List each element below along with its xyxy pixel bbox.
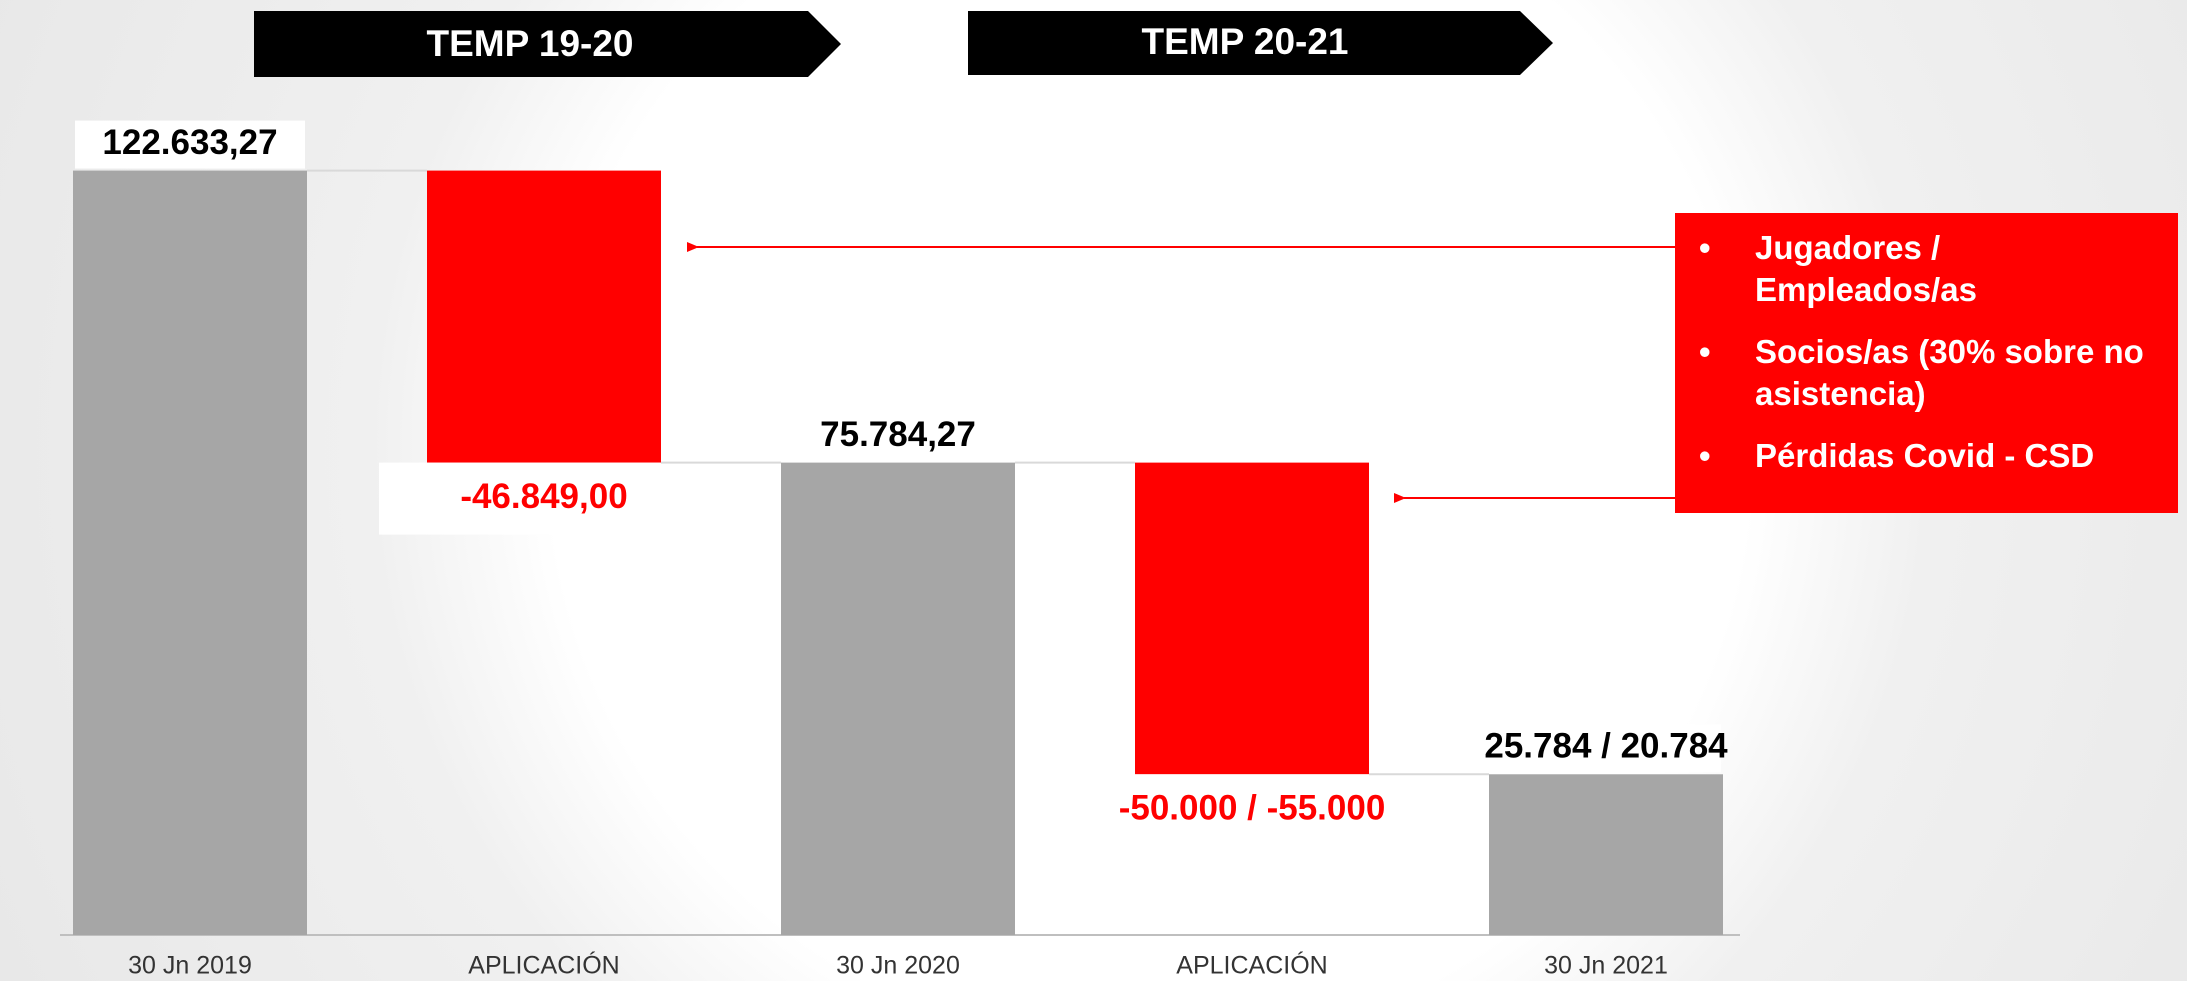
season-label: TEMP 20-21 <box>1141 21 1348 62</box>
callout-item: Socios/as (30% sobre no asistencia) <box>1699 331 2158 415</box>
bar <box>781 462 1015 935</box>
season-label: TEMP 19-20 <box>426 23 633 64</box>
bar <box>1135 462 1369 775</box>
label-bg <box>783 412 1013 461</box>
x-tick-label: 30 Jn 2020 <box>836 952 960 980</box>
bar <box>73 170 307 936</box>
callout-item: Jugadores / Empleados/as <box>1699 227 2158 311</box>
marks: 30 Jn 2019 122.633,27 APLICACIÓN -46.849,00… <box>73 120 1728 980</box>
season-arrow <box>254 11 841 77</box>
value-label: 25.784 / 20.784 <box>1484 727 1728 766</box>
value-label: -46.849,00 <box>460 477 627 516</box>
value-label: 75.784,27 <box>820 415 976 454</box>
season-arrow <box>968 11 1553 75</box>
x-tick-label: 30 Jn 2019 <box>128 952 252 980</box>
label-bg <box>1087 774 1417 847</box>
callout-list: Jugadores / Empleados/as Socios/as (30% … <box>1675 227 2158 477</box>
bar <box>427 170 661 463</box>
label-bg <box>1491 724 1721 773</box>
bar <box>1489 774 1723 935</box>
value-label: 122.633,27 <box>102 123 277 162</box>
x-tick-label: APLICACIÓN <box>1176 951 1327 980</box>
label-bg <box>75 120 305 169</box>
label-bg <box>379 462 709 535</box>
callout-item: Pérdidas Covid - CSD <box>1699 435 2158 477</box>
callout: Jugadores / Empleados/as Socios/as (30% … <box>1675 213 2178 513</box>
x-tick-label: APLICACIÓN <box>468 951 619 980</box>
x-tick-label: 30 Jn 2021 <box>1544 952 1668 980</box>
value-label: -50.000 / -55.000 <box>1119 789 1386 828</box>
